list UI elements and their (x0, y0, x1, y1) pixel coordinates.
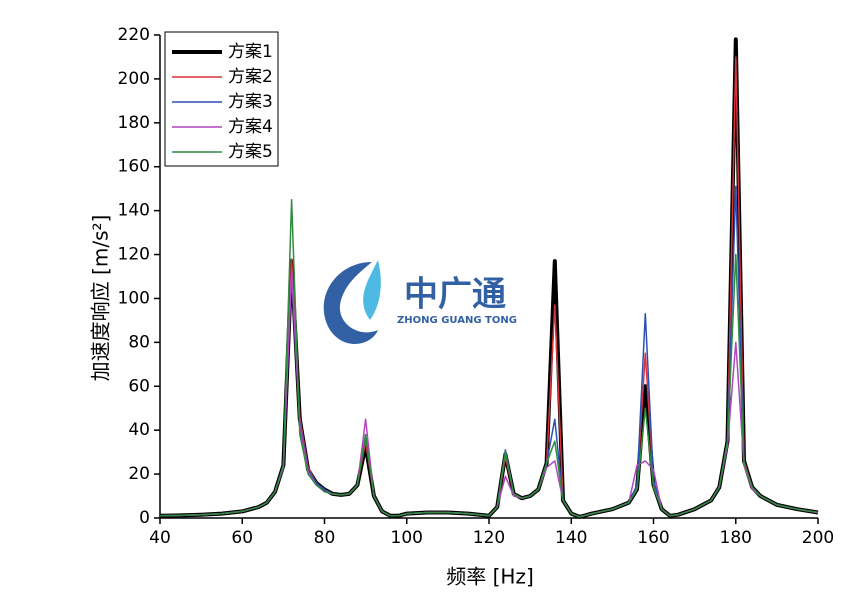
legend-label: 方案4 (228, 117, 273, 137)
legend-box (164, 31, 279, 167)
legend-label: 方案2 (228, 67, 273, 87)
x-axis-label: 频率 [Hz] (446, 565, 534, 589)
y-tick-label: 180 (118, 113, 150, 133)
y-tick-label: 120 (118, 245, 150, 265)
y-tick-label: 160 (118, 157, 150, 177)
y-tick-label: 60 (128, 376, 150, 396)
x-tick-label: 80 (314, 528, 336, 548)
y-tick-label: 80 (128, 332, 150, 352)
x-tick-label: 180 (720, 528, 752, 548)
y-tick-label: 40 (128, 420, 150, 440)
legend-label: 方案5 (228, 142, 273, 162)
y-axis-label: 加速度响应 [m/s²] (89, 215, 113, 382)
logo-shape (323, 262, 378, 344)
y-tick-label: 200 (118, 69, 150, 89)
y-tick-label: 20 (128, 464, 150, 484)
y-tick-label: 0 (139, 508, 150, 528)
legend-label: 方案1 (228, 42, 273, 62)
watermark: 中广通 ZHONG GUANG TONG (323, 260, 517, 344)
series-line (159, 198, 819, 518)
x-tick-label: 140 (555, 528, 587, 548)
x-tick-label: 120 (473, 528, 505, 548)
y-tick-label: 220 (118, 25, 150, 45)
x-tick-label: 40 (149, 528, 171, 548)
legend-label: 方案3 (228, 92, 273, 112)
x-tick-label: 200 (802, 528, 834, 548)
x-tick-label: 60 (231, 528, 253, 548)
x-tick-label: 160 (637, 528, 669, 548)
series-line (159, 185, 819, 518)
y-tick-label: 100 (118, 288, 150, 308)
watermark-brand: 中广通 (404, 275, 506, 315)
x-tick-label: 100 (391, 528, 423, 548)
y-tick-label: 140 (118, 201, 150, 221)
logo-shape (363, 260, 381, 320)
watermark-subtitle: ZHONG GUANG TONG (397, 315, 517, 326)
